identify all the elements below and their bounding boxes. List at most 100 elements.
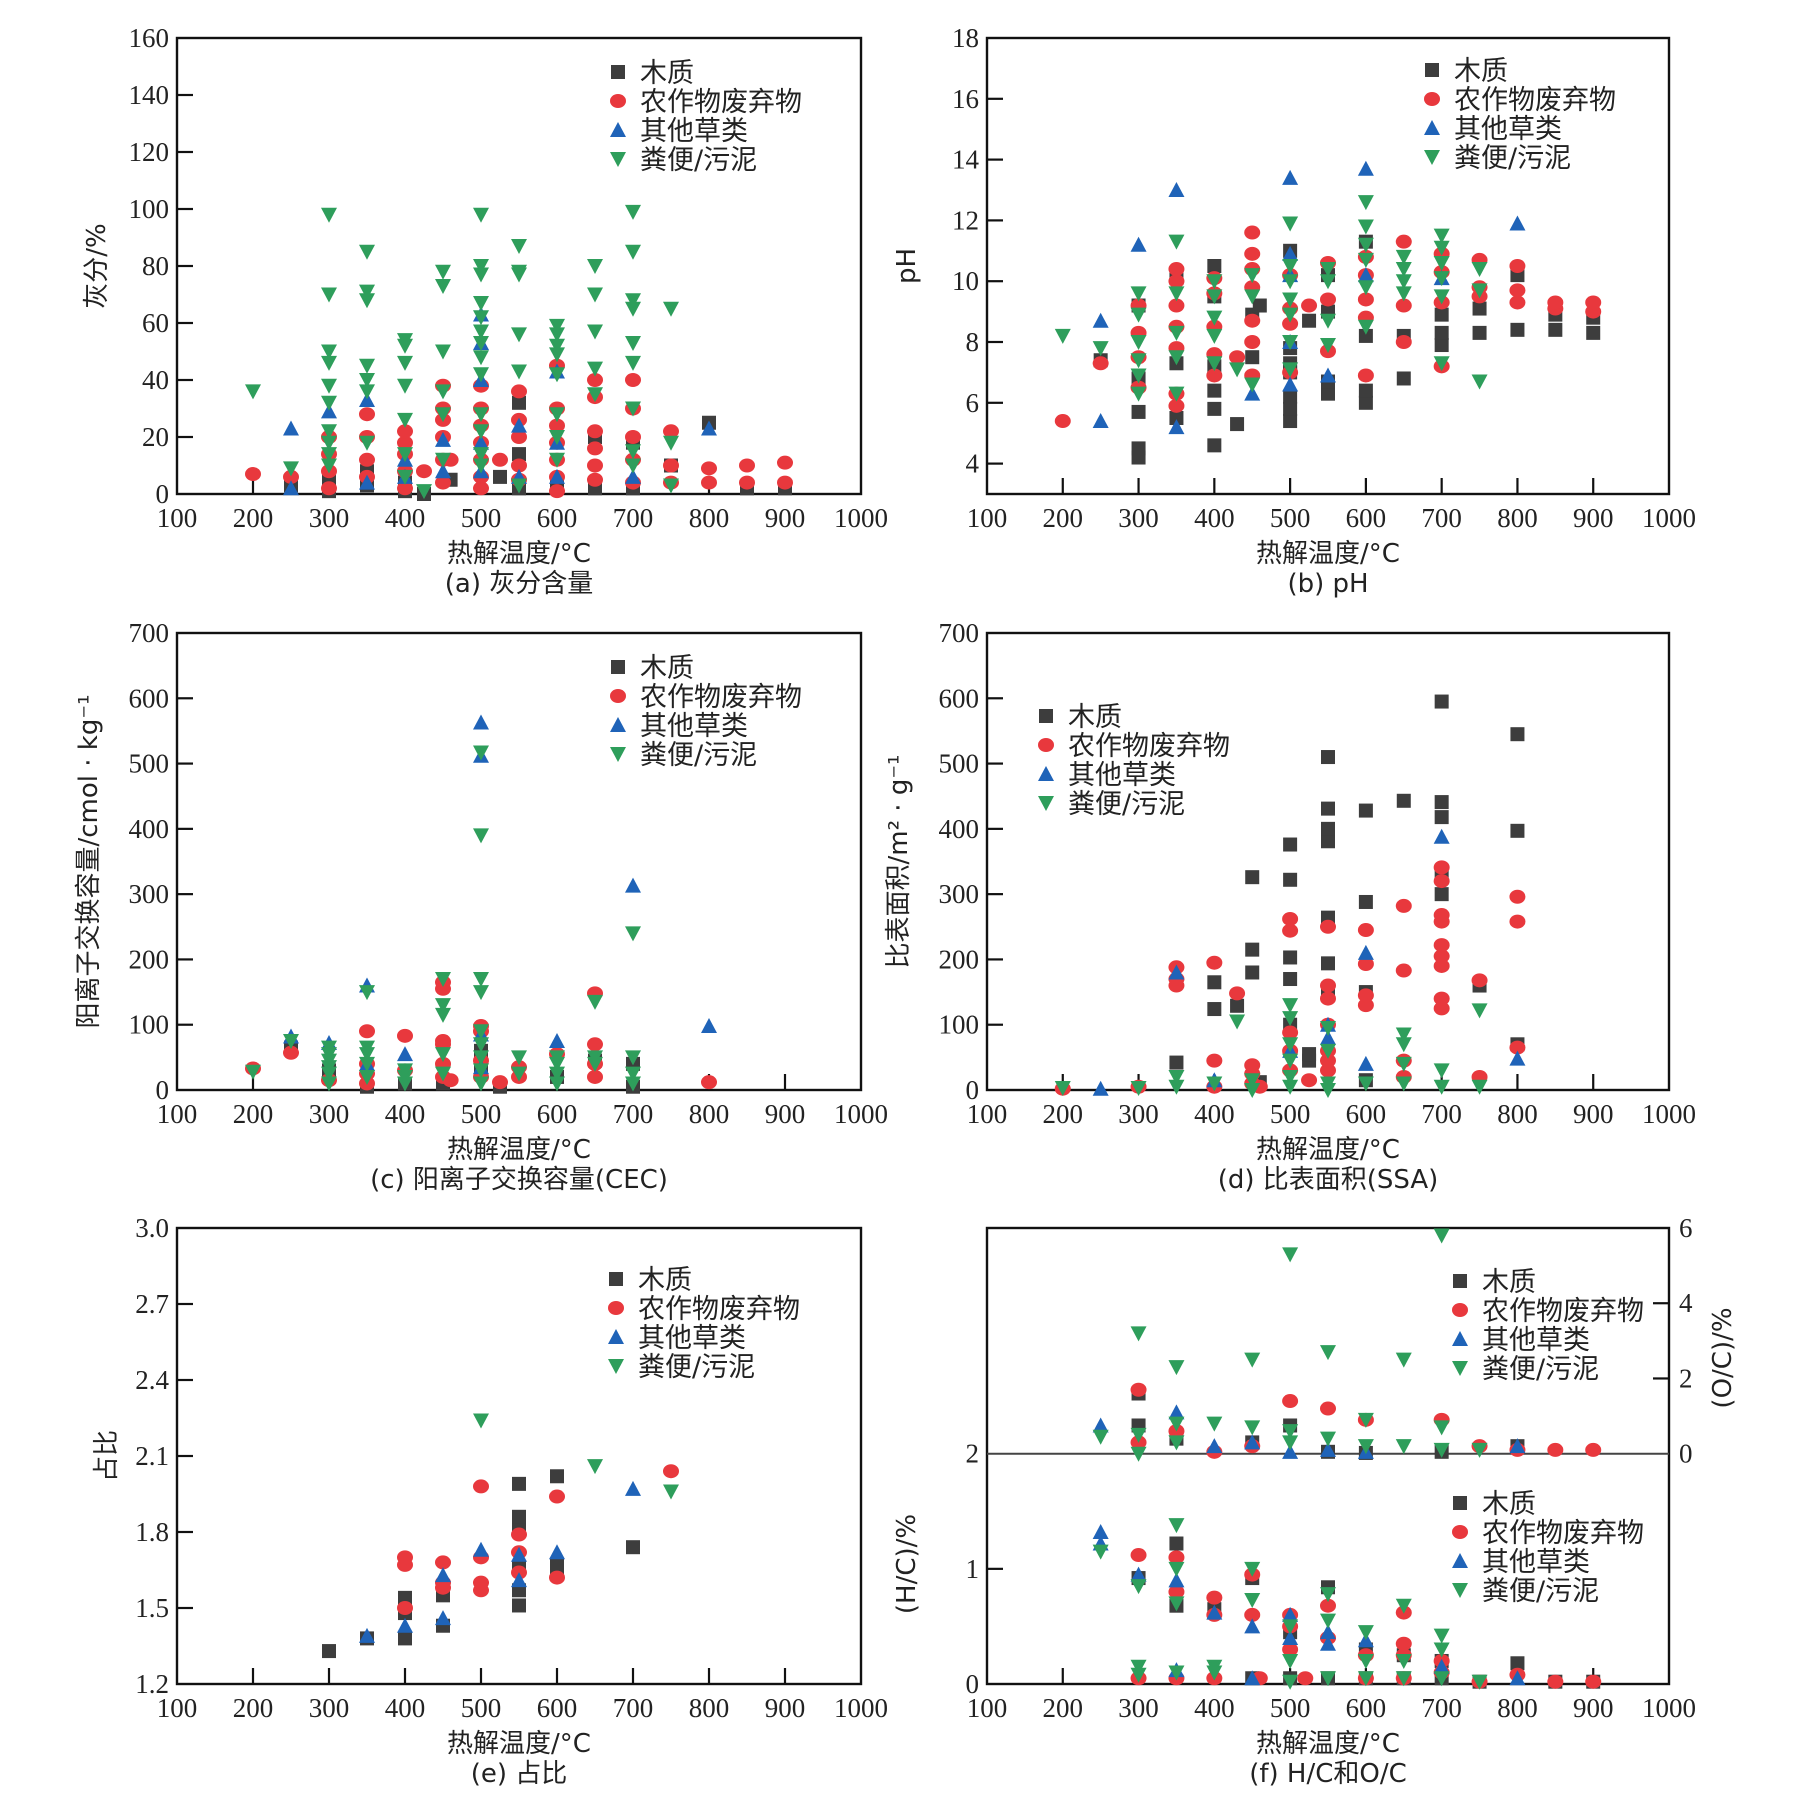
data-point: [1433, 1420, 1450, 1436]
y-axis-title: pH: [892, 248, 922, 284]
data-point: [1282, 1079, 1299, 1095]
data-point: [1282, 1011, 1299, 1027]
data-point: [1434, 795, 1449, 810]
data-point: [1396, 793, 1411, 808]
data-point: [1510, 1656, 1525, 1671]
data-point: [625, 430, 641, 444]
data-point: [587, 373, 603, 387]
y-tick-label: 160: [129, 23, 170, 53]
y-tick-label: 10: [952, 266, 979, 296]
legend-label: 农作物废弃物: [1482, 1518, 1644, 1549]
data-point: [549, 1544, 565, 1560]
data-point: [435, 998, 451, 1014]
x-tick-label: 100: [967, 503, 1008, 533]
legend-marker-circle-icon: [610, 94, 626, 108]
y-tick-label: 40: [142, 365, 169, 395]
series-3: [1092, 1228, 1488, 1462]
x-tick-label: 700: [1421, 1693, 1462, 1723]
data-point: [245, 1064, 261, 1080]
data-point: [1358, 894, 1373, 909]
data-point: [739, 458, 755, 473]
data-point: [587, 287, 603, 303]
data-point: [625, 335, 641, 351]
y-tick-label: 100: [939, 1010, 980, 1040]
data-point: [1586, 325, 1601, 340]
x-tick-label: 600: [537, 503, 578, 533]
data-point: [587, 441, 603, 456]
data-point: [1320, 1029, 1336, 1045]
legend-label: 农作物废弃物: [1068, 731, 1230, 762]
data-point: [587, 1050, 603, 1066]
x-tick-label: 1000: [1642, 1099, 1696, 1129]
data-point: [1282, 1069, 1299, 1085]
data-point: [473, 296, 489, 312]
data-point: [1282, 1394, 1299, 1409]
y-tick-label: 4: [966, 449, 980, 479]
x-tick-label: 100: [157, 1693, 198, 1723]
x-tick-label: 700: [613, 1693, 654, 1723]
data-point: [1283, 872, 1298, 887]
y2-tick-label: 0: [1679, 1439, 1693, 1469]
data-point: [1471, 374, 1488, 390]
y-axis-title: 占比: [92, 1430, 122, 1482]
data-point: [1130, 1579, 1147, 1595]
data-point: [549, 418, 565, 433]
data-point: [473, 324, 489, 340]
data-point: [321, 447, 337, 463]
data-point: [1509, 1050, 1526, 1066]
y-tick-label: 400: [129, 814, 170, 844]
data-point: [1357, 1653, 1374, 1669]
data-point: [321, 481, 337, 496]
data-point: [1207, 259, 1222, 273]
y-tick-label: 120: [129, 137, 170, 167]
data-point: [1207, 1002, 1222, 1017]
legend-label: 粪便/污泥: [1482, 1576, 1599, 1607]
data-point: [512, 447, 526, 462]
data-point: [321, 355, 337, 371]
data-point: [1054, 1081, 1071, 1097]
data-point: [1395, 1671, 1412, 1687]
data-point: [1357, 292, 1374, 307]
data-point: [473, 310, 489, 326]
x-tick-label: 200: [233, 503, 274, 533]
data-point: [1245, 965, 1260, 980]
data-point: [473, 1024, 489, 1040]
data-point: [398, 1590, 412, 1605]
y-tick-label: 14: [952, 145, 980, 175]
data-point: [473, 1076, 489, 1092]
data-point: [473, 1050, 489, 1066]
data-point: [701, 475, 717, 490]
legend-label: 木质: [1068, 702, 1122, 733]
data-point: [1207, 383, 1222, 398]
data-point: [1471, 1079, 1488, 1095]
y-tick-label: 1.8: [135, 1517, 169, 1547]
data-point: [1168, 1435, 1185, 1451]
data-point: [1207, 975, 1222, 990]
data-point: [1168, 298, 1185, 313]
data-point: [1283, 972, 1298, 987]
legend-marker-triangle-down-icon: [610, 747, 626, 762]
data-point: [283, 1034, 299, 1050]
legend-marker-triangle-up-icon: [610, 717, 626, 732]
data-point: [1320, 1431, 1336, 1447]
legend-marker-triangle-down-icon: [1038, 796, 1054, 811]
legend-marker-circle-icon: [610, 689, 626, 703]
x-tick-label: 400: [385, 1099, 426, 1129]
x-tick-label: 400: [1194, 1099, 1235, 1129]
data-point: [321, 378, 337, 394]
legend-marker-triangle-up-icon: [610, 122, 626, 137]
data-point: [1229, 362, 1246, 378]
data-point: [1433, 1628, 1450, 1644]
data-point: [321, 424, 337, 440]
data-point: [1433, 255, 1450, 271]
x-tick-label: 100: [967, 1693, 1008, 1723]
y-tick-label: 600: [129, 683, 170, 713]
data-point: [359, 1024, 375, 1039]
data-point: [1130, 1548, 1147, 1563]
data-point: [1282, 1037, 1299, 1053]
data-point: [1433, 874, 1450, 889]
y-tick-label: 3.0: [135, 1213, 169, 1243]
y-tick-label: 12: [952, 205, 979, 235]
series-2: [283, 306, 717, 496]
